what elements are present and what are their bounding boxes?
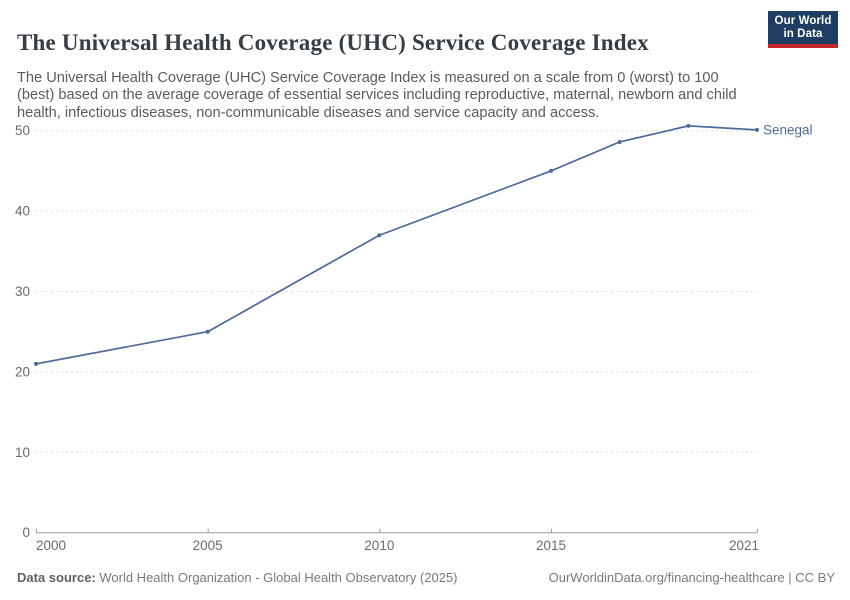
data-point-marker bbox=[205, 329, 210, 334]
y-tick-label: 10 bbox=[15, 445, 30, 460]
y-tick-label: 50 bbox=[15, 123, 30, 138]
data-source-note: Data source: World Health Organization -… bbox=[17, 570, 458, 586]
data-point-marker bbox=[755, 127, 759, 132]
data-point-marker bbox=[34, 361, 38, 366]
y-tick-label: 20 bbox=[15, 364, 30, 379]
x-tick-label: 2021 bbox=[729, 538, 759, 553]
y-tick-label: 30 bbox=[15, 284, 30, 299]
owid-logo: Our World in Data bbox=[768, 11, 838, 48]
x-tick-label: 2005 bbox=[193, 538, 223, 553]
chart-footer: Data source: World Health Organization -… bbox=[17, 570, 835, 586]
license-credit: OurWorldinData.org/financing-healthcare … bbox=[548, 570, 835, 585]
data-source-label: Data source: bbox=[17, 570, 96, 585]
x-tick-label: 2010 bbox=[364, 538, 394, 553]
chart-subtitle: The Universal Health Coverage (UHC) Serv… bbox=[17, 69, 737, 121]
y-tick-label: 40 bbox=[15, 204, 30, 219]
data-point-marker bbox=[549, 168, 553, 173]
x-tick-label: 2015 bbox=[536, 538, 566, 553]
data-point-marker bbox=[617, 139, 622, 144]
line-chart-area: 0 10 20 30 40 50 2000 2005 2010 2015 2021 Senegal bbox=[0, 110, 850, 570]
owid-logo-line1: Our World bbox=[774, 14, 832, 27]
series-line bbox=[35, 125, 758, 365]
y-tick-label: 0 bbox=[22, 525, 30, 540]
owid-logo-line2: in Data bbox=[783, 27, 823, 40]
chart-title: The Universal Health Coverage (UHC) Serv… bbox=[17, 30, 649, 56]
data-point-marker bbox=[686, 123, 691, 128]
x-tick-label: 2000 bbox=[36, 538, 66, 553]
uhc-line-chart: 0 10 20 30 40 50 2000 2005 2010 2015 2021 Senegal bbox=[15, 122, 813, 553]
series-entity-label: Senegal bbox=[763, 122, 813, 137]
data-source-text: World Health Organization - Global Healt… bbox=[95, 570, 458, 585]
data-point-marker bbox=[377, 233, 382, 238]
